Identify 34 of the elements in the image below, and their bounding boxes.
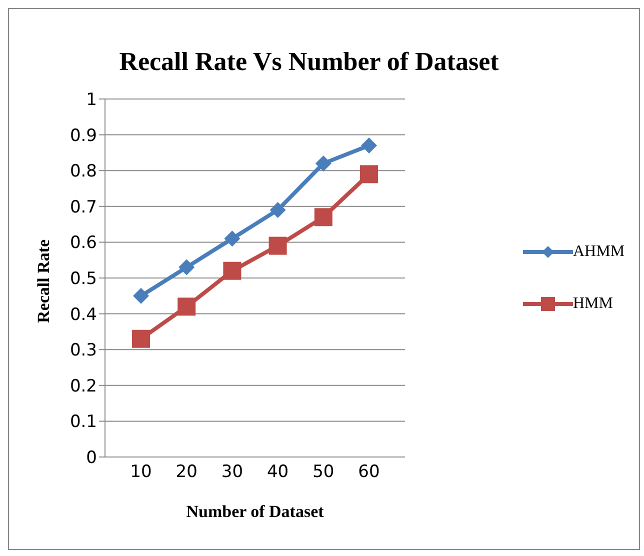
x-axis-title: Number of Dataset bbox=[186, 502, 324, 521]
point bbox=[314, 208, 332, 226]
x-tick-label: 10 bbox=[130, 462, 152, 482]
y-tick-label: 0.1 bbox=[70, 412, 97, 432]
x-tick-label: 50 bbox=[312, 462, 334, 482]
point bbox=[361, 138, 377, 154]
legend-label: HMM bbox=[573, 295, 614, 313]
x-tick-label: 60 bbox=[358, 462, 380, 482]
point bbox=[268, 236, 287, 255]
point bbox=[178, 259, 195, 276]
x-tick-label: 20 bbox=[176, 462, 198, 482]
point bbox=[360, 165, 378, 184]
y-tick-label: 0.8 bbox=[70, 162, 97, 182]
point bbox=[132, 330, 150, 348]
x-tick-label: 30 bbox=[221, 462, 244, 482]
y-tick-label: 0.3 bbox=[70, 340, 97, 361]
y-tick-label: 0 bbox=[86, 448, 97, 468]
legend-label: AHMM bbox=[573, 243, 625, 261]
point bbox=[315, 155, 332, 172]
y-tick-label: 0.7 bbox=[70, 197, 97, 218]
point bbox=[224, 230, 240, 247]
y-tick-label: 0.2 bbox=[70, 376, 97, 396]
y-tick-label: 0.5 bbox=[70, 269, 97, 290]
x-tick-label: 40 bbox=[266, 462, 289, 482]
point bbox=[223, 262, 242, 280]
point bbox=[133, 288, 149, 304]
y-tick-label: 0.9 bbox=[70, 126, 97, 146]
y-tick-label: 0.6 bbox=[70, 233, 97, 254]
point bbox=[178, 298, 196, 316]
chart-title: Recall Rate Vs Number of Dataset bbox=[118, 47, 500, 77]
y-tick-label: 0.4 bbox=[70, 304, 97, 325]
point bbox=[270, 202, 286, 218]
y-axis-title: Recall Rate bbox=[34, 239, 54, 323]
y-tick-label: 1 bbox=[86, 90, 97, 110]
